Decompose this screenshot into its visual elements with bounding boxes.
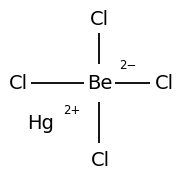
Text: Cl: Cl xyxy=(9,74,28,93)
Text: 2−: 2− xyxy=(119,59,136,72)
Text: Be: Be xyxy=(87,74,112,93)
Text: Hg: Hg xyxy=(27,115,54,133)
Text: Cl: Cl xyxy=(155,74,174,93)
Text: Cl: Cl xyxy=(90,10,109,29)
Text: Cl: Cl xyxy=(91,151,110,170)
Text: 2+: 2+ xyxy=(63,104,81,117)
